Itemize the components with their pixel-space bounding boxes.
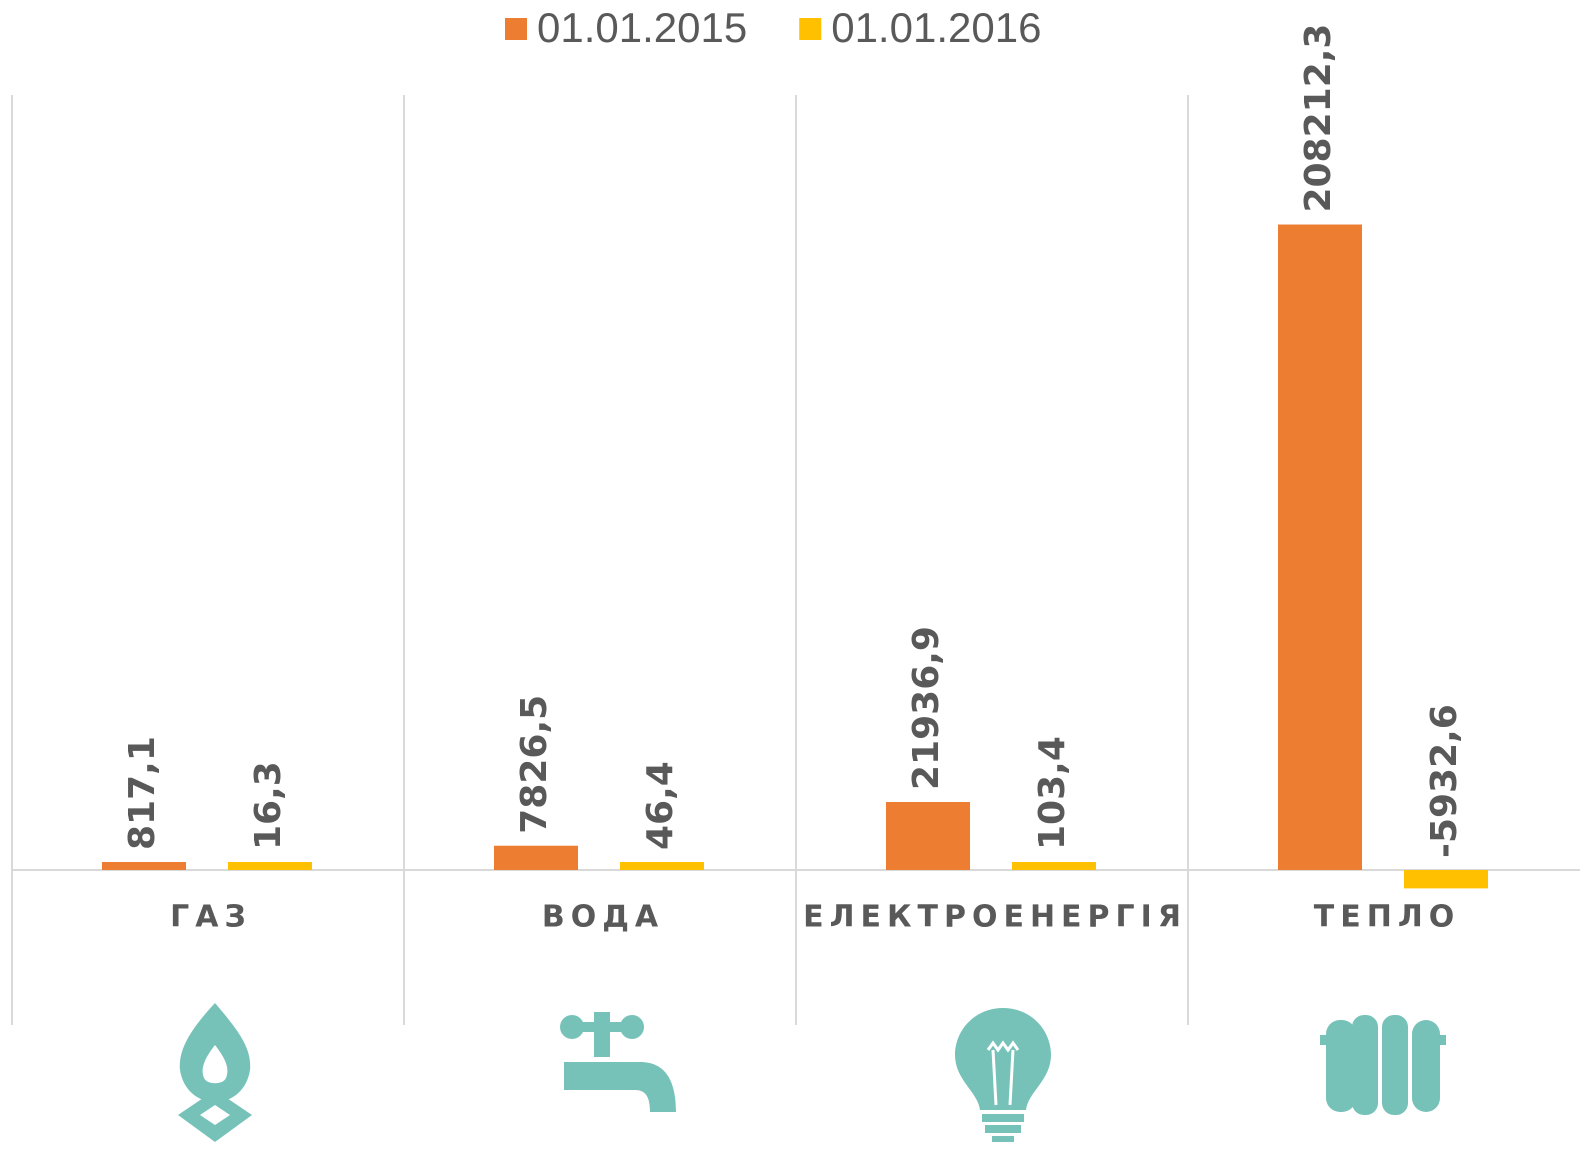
bar — [1278, 224, 1362, 870]
bar — [494, 845, 578, 870]
bar — [620, 862, 704, 870]
legend-swatch — [505, 18, 527, 40]
value-label: 46,4 — [640, 761, 681, 850]
value-label: 21936,9 — [906, 626, 947, 790]
bar — [102, 862, 186, 870]
legend-swatch — [799, 18, 822, 40]
value-label: 103,4 — [1032, 736, 1073, 850]
value-label: 208212,3 — [1298, 24, 1339, 213]
value-label: -5932,6 — [1424, 704, 1465, 858]
bar — [1404, 870, 1488, 889]
legend-label: 01.01.2016 — [831, 4, 1041, 51]
bar — [228, 862, 312, 870]
icon-radiator — [1320, 1015, 1446, 1115]
icon-water — [560, 1012, 676, 1112]
value-label: 7826,5 — [514, 695, 555, 834]
legend-label: 01.01.2015 — [537, 4, 747, 51]
x-tick-label: ТЕПЛО — [1314, 900, 1460, 935]
bar — [886, 801, 970, 870]
x-tick-label: ВОДА — [542, 900, 664, 935]
x-tick-label: ЕЛЕКТРОЕНЕРГІЯ — [803, 900, 1187, 935]
bar — [1012, 862, 1096, 870]
icon-gas — [178, 1003, 252, 1142]
value-label: 817,1 — [122, 736, 163, 850]
x-tick-label: ГАЗ — [170, 900, 252, 935]
value-label: 16,3 — [248, 761, 289, 850]
icon-bulb — [955, 1008, 1051, 1142]
